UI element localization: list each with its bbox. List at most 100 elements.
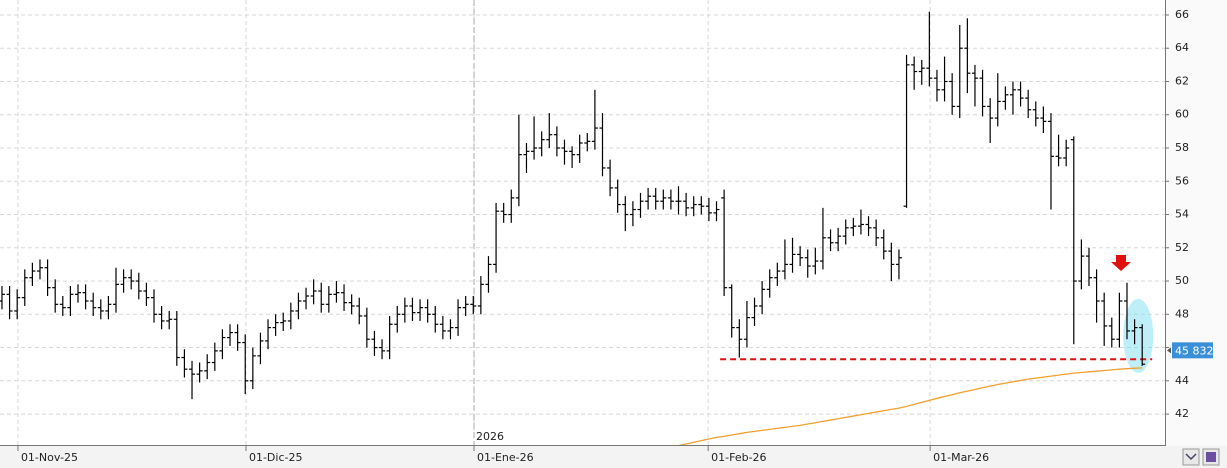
x-tick-label: 01-Ene-26 [477, 451, 534, 464]
ohlc-bar [1055, 134, 1062, 167]
y-tick-label: 44 [1175, 374, 1189, 387]
ohlc-bar [204, 354, 211, 380]
ohlc-bar [120, 269, 127, 293]
toolbar [1182, 448, 1220, 466]
ohlc-bar [895, 249, 902, 280]
ohlc-bar [683, 192, 690, 217]
y-tick-label: 54 [1175, 208, 1189, 221]
ohlc-bar [835, 227, 842, 252]
ohlc-bar [759, 281, 766, 315]
ohlc-bar [249, 347, 256, 390]
ohlc-bar [645, 187, 652, 210]
ohlc-bar [477, 276, 484, 315]
ohlc-bar [918, 59, 925, 85]
ohlc-bar [363, 307, 370, 348]
ohlc-bar [842, 219, 849, 245]
ohlc-bar [6, 286, 13, 320]
ohlc-bar [515, 114, 522, 207]
ohlc-bar [151, 289, 158, 323]
ohlc-bar [987, 98, 994, 144]
ohlc-bar [325, 286, 332, 313]
ohlc-bar [652, 187, 659, 210]
ohlc-bar [59, 296, 66, 316]
ohlc-bar [493, 202, 500, 273]
ohlc-bar [949, 73, 956, 115]
price-pointer [1167, 347, 1171, 354]
ohlc-bar [447, 319, 454, 340]
ohlc-bar [379, 339, 386, 360]
save-icon [1206, 452, 1216, 462]
ohlc-bar [979, 69, 986, 117]
ohlc-bar [1017, 81, 1024, 107]
ohlc-bar [1025, 89, 1032, 119]
ohlc-bar [546, 113, 553, 149]
ohlc-bar [1101, 292, 1108, 346]
ohlc-bar [181, 349, 188, 378]
ohlc-bar [865, 216, 872, 237]
ohlc-bar [280, 312, 287, 331]
y-tick-label: 52 [1175, 241, 1189, 254]
ohlc-bar [74, 284, 81, 303]
ohlc-bar [903, 54, 910, 208]
bars [0, 11, 1146, 400]
ohlc-bar [705, 197, 712, 222]
moving-average [678, 367, 1143, 447]
highlight [1123, 298, 1154, 373]
ohlc-bar [736, 319, 743, 358]
ohlc-bar [690, 196, 697, 217]
ohlc-bar [135, 272, 142, 300]
scroll-button[interactable] [1182, 448, 1200, 466]
ohlc-bar [1085, 247, 1092, 287]
ohlc-bar [523, 143, 530, 173]
ohlc-bar [196, 362, 203, 383]
ohlc-bar [1063, 139, 1070, 167]
ohlc-bar [409, 297, 416, 321]
ohlc-bar [189, 360, 196, 400]
ohlc-bar [857, 209, 864, 235]
x-tick-label: 01-Dic-25 [249, 451, 303, 464]
ohlc-bar [637, 192, 644, 218]
ohlc-bar [21, 269, 28, 306]
ohlc-bar [873, 219, 880, 247]
ohlc-bar [1002, 86, 1009, 110]
ohlc-bar [485, 256, 492, 293]
ohlc-bar [531, 116, 538, 160]
ohlc-bar [629, 201, 636, 227]
ohlc-bar [926, 11, 933, 87]
ohlc-bar [827, 229, 834, 252]
ohlc-bar [1040, 106, 1047, 134]
ohlc-bar [394, 305, 401, 333]
ohlc-bar [971, 64, 978, 107]
y-tick-label: 64 [1175, 41, 1189, 54]
ohlc-bar [994, 73, 1001, 127]
ohlc-bar [303, 287, 310, 310]
ohlc-bar [166, 310, 173, 330]
last-price-label: 45 832 [1175, 344, 1214, 357]
ohlc-bar [470, 296, 477, 315]
ohlc-bar [128, 269, 135, 290]
y-tick-label: 66 [1175, 8, 1189, 21]
ohlc-bar [743, 300, 750, 348]
ohlc-bar [0, 286, 5, 310]
ohlc-bar [439, 315, 446, 340]
ohlc-bar [36, 259, 43, 280]
y-tick-label: 48 [1175, 307, 1189, 320]
ohlc-bar [82, 284, 89, 310]
ohlc-bar [584, 133, 591, 152]
ohlc-bar [804, 249, 811, 278]
ohlc-bar [90, 292, 97, 316]
ohlc-bar [455, 299, 462, 336]
ohlc-bar [713, 201, 720, 222]
ohlc-bar [850, 217, 857, 237]
ohlc-bar [1078, 239, 1085, 290]
ohlc-bar [1131, 319, 1138, 345]
ohlc-bar [143, 282, 150, 306]
ohlc-bar [941, 56, 948, 102]
ohlc-bar [599, 113, 606, 177]
ohlc-bar [675, 186, 682, 215]
x-axis-strip [0, 446, 1227, 468]
ohlc-bar [888, 242, 895, 282]
ohlc-bar [1070, 136, 1077, 345]
ohlc-bar [721, 189, 728, 297]
